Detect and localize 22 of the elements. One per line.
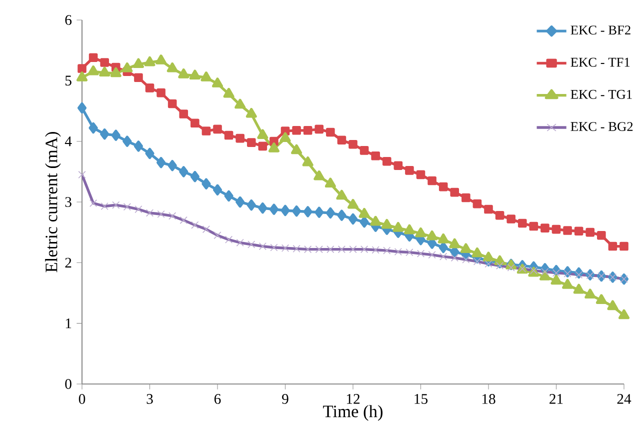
y-tick-label: 0: [65, 379, 72, 389]
y-tick-label: 2: [65, 258, 72, 268]
x-tick-label: 12: [346, 394, 360, 404]
y-tick-label: 4: [64, 136, 72, 146]
legend-label: EKC - TF1: [570, 58, 630, 67]
y-tick-label: 1: [66, 318, 72, 328]
y-tick-label: 3: [65, 197, 72, 207]
legend-label: EKC - BG2: [570, 122, 633, 132]
legend-label: EKC - TG1: [570, 90, 632, 99]
y-axis-title: Eletric current (mA): [45, 132, 61, 272]
legend-label: EKC - BF2: [570, 26, 630, 35]
x-tick-label: 24: [617, 394, 632, 404]
x-tick-label: 15: [414, 394, 428, 404]
x-tick-label: 6: [214, 394, 221, 404]
x-tick-label: 0: [78, 394, 86, 404]
x-tick-label: 9: [282, 394, 288, 404]
y-tick-label: 5: [65, 76, 72, 86]
y-tick-label: 6: [65, 15, 72, 25]
x-axis-title: Time (h): [323, 405, 382, 421]
x-tick-label: 3: [146, 394, 153, 404]
x-tick-label: 21: [550, 394, 563, 404]
x-tick-label: 18: [482, 394, 496, 404]
